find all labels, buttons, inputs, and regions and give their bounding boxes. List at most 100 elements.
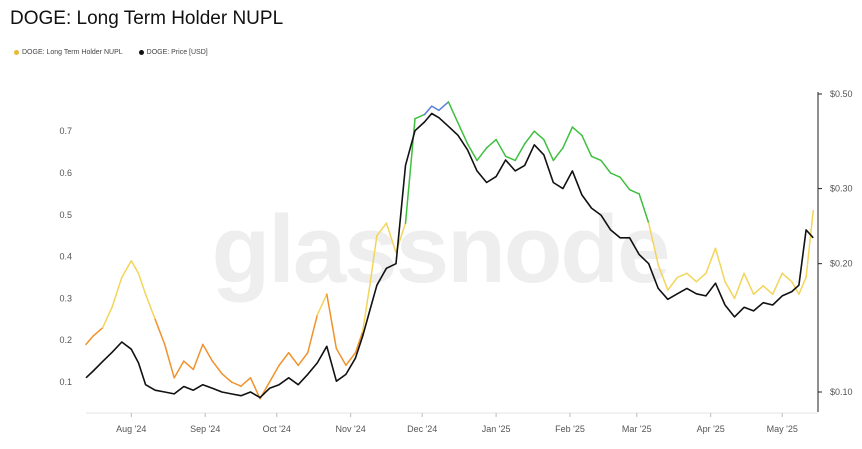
nupl-line-segment bbox=[798, 276, 807, 295]
nupl-line-segment bbox=[447, 101, 459, 124]
nupl-line-segment bbox=[805, 209, 814, 279]
y-right-tick-label: $0.50 bbox=[830, 89, 853, 99]
nupl-line-segment bbox=[752, 285, 764, 295]
nupl-line-segment bbox=[619, 176, 631, 191]
nupl-line-segment bbox=[154, 318, 166, 346]
nupl-line-segment bbox=[183, 360, 195, 371]
y-right-tick-label: $0.10 bbox=[830, 387, 853, 397]
nupl-line-segment bbox=[571, 126, 583, 137]
nupl-line-segment bbox=[714, 247, 726, 283]
nupl-line-segment bbox=[628, 188, 640, 195]
nupl-line-segment bbox=[647, 222, 659, 266]
x-tick-label: Apr '25 bbox=[697, 424, 725, 434]
x-tick-label: Oct '24 bbox=[263, 424, 291, 434]
nupl-line-segment bbox=[249, 377, 261, 400]
nupl-line-segment bbox=[495, 138, 507, 158]
legend-item-nupl[interactable]: DOGE: Long Term Holder NUPL bbox=[14, 49, 123, 56]
y-left-tick-label: 0.1 bbox=[59, 377, 72, 387]
y-left-tick-label: 0.4 bbox=[59, 252, 72, 262]
y-left-tick-label: 0.7 bbox=[59, 126, 72, 136]
nupl-line-segment bbox=[581, 134, 593, 158]
x-tick-label: Aug '24 bbox=[116, 424, 146, 434]
chart-title: DOGE: Long Term Holder NUPL bbox=[10, 8, 284, 29]
nupl-line-segment bbox=[202, 343, 214, 362]
legend-label-price: DOGE: Price [USD] bbox=[146, 49, 208, 56]
legend-dot-price-icon bbox=[138, 50, 144, 55]
nupl-line-segment bbox=[361, 285, 371, 333]
nupl-line-segment bbox=[211, 360, 223, 375]
nupl-line-segment bbox=[600, 159, 612, 174]
x-tick-label: Sep '24 bbox=[190, 424, 220, 434]
y-left-tick-label: 0.2 bbox=[59, 335, 72, 345]
nupl-line-segment bbox=[316, 293, 328, 316]
nupl-line-segment bbox=[562, 126, 574, 149]
nupl-line-segment bbox=[423, 105, 433, 116]
nupl-line-segment bbox=[438, 101, 450, 112]
nupl-line-segment bbox=[326, 293, 338, 350]
nupl-line-segment bbox=[297, 351, 309, 367]
nupl-line-segment bbox=[667, 276, 679, 291]
legend-label-nupl: DOGE: Long Term Holder NUPL bbox=[22, 49, 123, 56]
y-right-tick-label: $0.30 bbox=[830, 184, 853, 194]
y-right-tick-label: $0.20 bbox=[830, 259, 853, 269]
y-left-tick-label: 0.5 bbox=[59, 210, 72, 220]
nupl-line-segment bbox=[762, 285, 774, 295]
x-tick-label: Jan '25 bbox=[482, 424, 511, 434]
y-left-tick-label: 0.3 bbox=[59, 293, 72, 303]
nupl-line-segment bbox=[590, 155, 602, 162]
x-tick-label: Nov '24 bbox=[336, 424, 366, 434]
nupl-line-segment bbox=[368, 234, 378, 287]
nupl-line-segment bbox=[221, 372, 233, 383]
watermark-text: glassnode bbox=[212, 196, 669, 303]
legend-item-price[interactable]: DOGE: Price [USD] bbox=[138, 49, 208, 56]
nupl-line-segment bbox=[278, 351, 290, 367]
nupl-line-segment bbox=[724, 280, 736, 300]
nupl-line-segment bbox=[240, 377, 252, 387]
nupl-line-segment bbox=[414, 113, 426, 120]
nupl-line-segment bbox=[514, 142, 526, 162]
nupl-line-segment bbox=[457, 122, 469, 145]
nupl-line-segment bbox=[137, 272, 147, 295]
nupl-line-segment bbox=[695, 272, 707, 283]
nupl-line-segment bbox=[743, 272, 755, 295]
nupl-line-segment bbox=[173, 360, 185, 379]
nupl-line-segment bbox=[466, 142, 478, 162]
nupl-line-segment bbox=[345, 351, 357, 367]
nupl-line-segment bbox=[101, 306, 113, 329]
nupl-line-segment bbox=[733, 272, 745, 300]
nupl-line-segment bbox=[287, 351, 299, 367]
nupl-line-segment bbox=[376, 222, 388, 237]
price-line bbox=[85, 112, 814, 399]
x-tick-label: May '25 bbox=[767, 424, 798, 434]
y-left-tick-label: 0.6 bbox=[59, 168, 72, 178]
nupl-line-segment bbox=[657, 264, 669, 291]
nupl-line-segment bbox=[385, 222, 397, 254]
nupl-line-segment bbox=[230, 381, 242, 387]
nupl-line-segment bbox=[268, 364, 280, 383]
nupl-line-segment bbox=[85, 335, 94, 346]
legend-dot-nupl-icon bbox=[14, 50, 19, 55]
nupl-line-segment bbox=[476, 147, 488, 162]
x-tick-label: Feb '25 bbox=[555, 424, 585, 434]
nupl-line-segment bbox=[504, 155, 516, 162]
nupl-line-segment bbox=[306, 314, 319, 354]
nupl-line-segment bbox=[609, 172, 621, 178]
nupl-line-segment bbox=[92, 326, 104, 337]
nupl-line-segment bbox=[781, 272, 793, 283]
nupl-line-segment bbox=[686, 272, 698, 283]
nupl-line-segment bbox=[163, 343, 175, 379]
nupl-line-segment bbox=[111, 276, 123, 308]
nupl-line-segment bbox=[771, 272, 783, 295]
nupl-line-segment bbox=[430, 105, 440, 112]
nupl-line-segment bbox=[335, 347, 347, 367]
x-tick-label: Dec '24 bbox=[407, 424, 437, 434]
x-tick-label: Mar '25 bbox=[622, 424, 652, 434]
nupl-line-segment bbox=[130, 260, 140, 275]
nupl-line-segment bbox=[485, 138, 497, 149]
nupl-line-segment bbox=[533, 130, 545, 141]
nupl-line-segment bbox=[676, 272, 688, 279]
nupl-line-segment bbox=[638, 193, 650, 224]
chart-legend: DOGE: Long Term Holder NUPL DOGE: Price … bbox=[14, 49, 208, 56]
nupl-line-segment bbox=[144, 293, 156, 321]
